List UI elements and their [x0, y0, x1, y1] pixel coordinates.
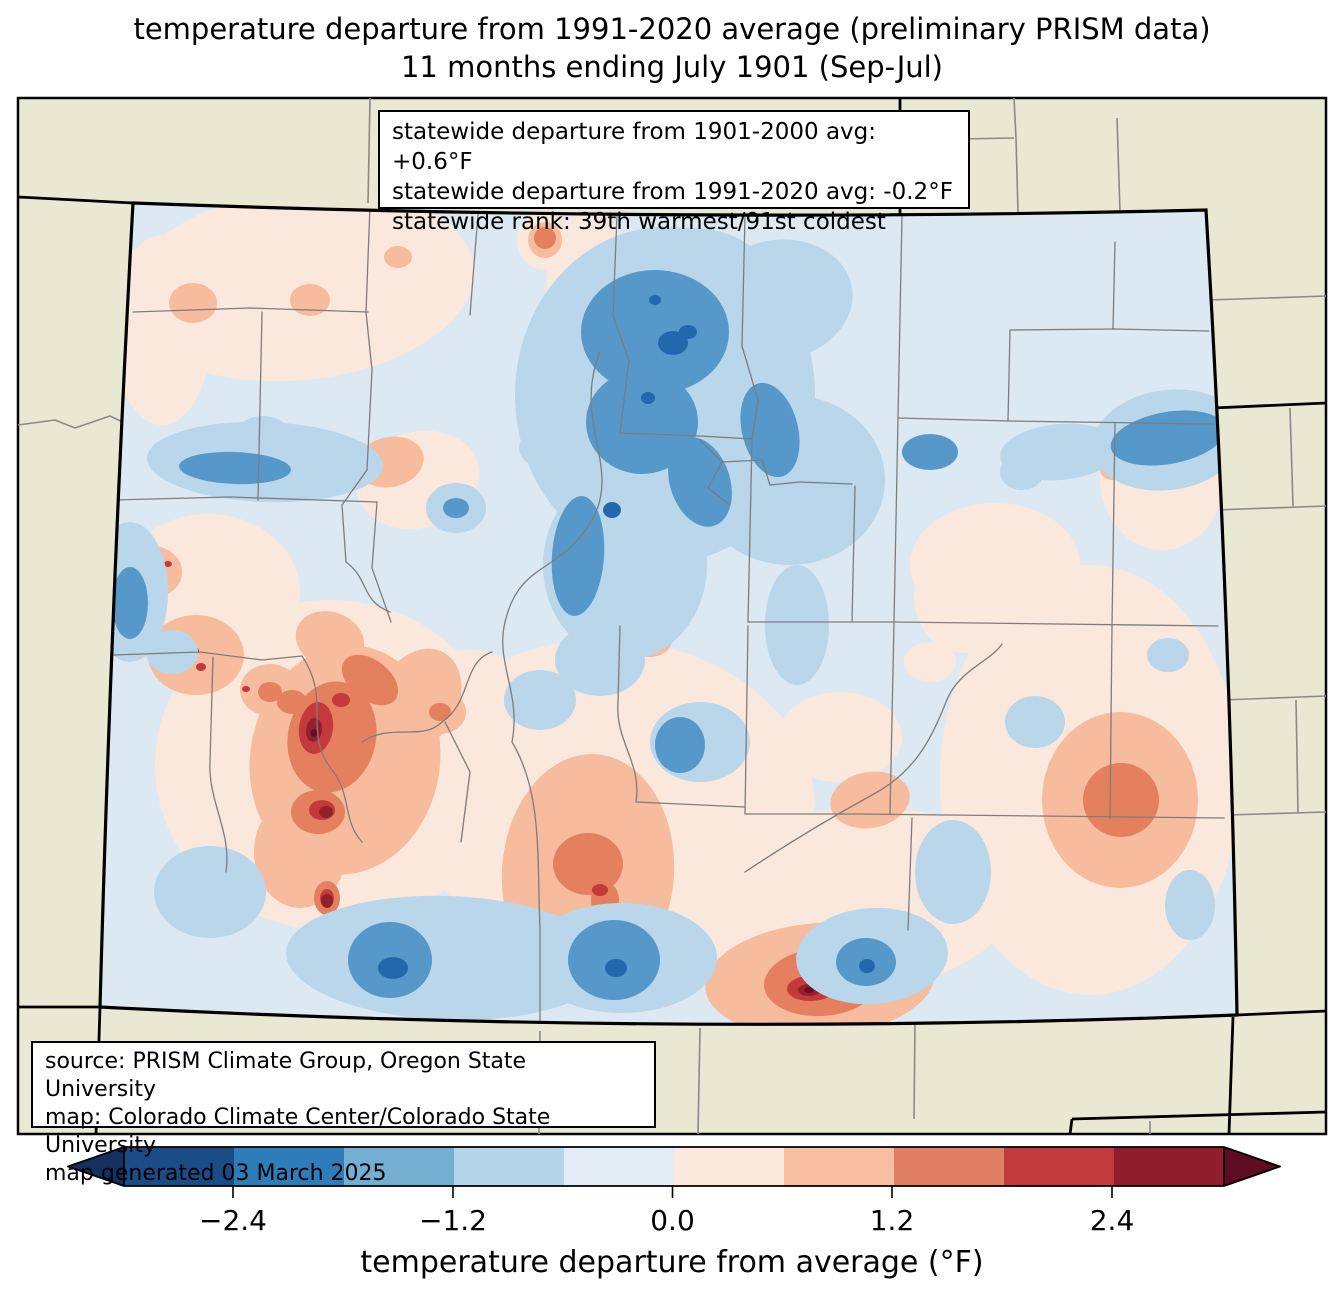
colorbar-right-arrow	[1224, 1147, 1280, 1186]
colorbar-segment	[234, 1147, 344, 1186]
source-line-2: map: Colorado Climate Center/Colorado St…	[45, 1105, 551, 1158]
colorbar-tick-labels: −2.4 −1.2 0.0 1.2 2.4	[199, 1204, 1134, 1237]
colorbar-segment	[674, 1147, 784, 1186]
source-box: source: PRISM Climate Group, Oregon Stat…	[31, 1041, 656, 1186]
colorbar-segment	[784, 1147, 894, 1186]
colorbar-segment	[344, 1147, 454, 1186]
colorbar-axis-label: temperature departure from average (°F)	[360, 1245, 983, 1280]
colorbar-segment	[1004, 1147, 1114, 1186]
tick-label: −2.4	[199, 1204, 267, 1237]
stats-line-3: statewide rank: 39th warmest/91st coldes…	[392, 209, 886, 235]
colorbar-segment	[564, 1147, 674, 1186]
colorbar-segment	[894, 1147, 1004, 1186]
colorbar: −2.4 −1.2 0.0 1.2 2.4 temperature depart…	[67, 1146, 1281, 1280]
source-line-1: source: PRISM Climate Group, Oregon Stat…	[45, 1049, 527, 1102]
colorbar-segment	[124, 1147, 234, 1186]
title-line-1: temperature departure from 1991-2020 ave…	[133, 12, 1211, 46]
anomaly-contours	[100, 203, 1237, 1025]
colorbar-left-arrow	[68, 1147, 124, 1186]
colorbar-outline	[67, 1146, 1281, 1187]
county-boundaries	[112, 204, 1225, 1025]
tick-label: 2.4	[1090, 1204, 1135, 1237]
source-line-3: map generated 03 March 2025	[45, 1161, 387, 1186]
colorbar-ticks	[232, 1186, 1113, 1198]
colorbar-segment	[1114, 1147, 1224, 1186]
figure-title: temperature departure from 1991-2020 ave…	[0, 10, 1344, 86]
colorbar-segment	[454, 1147, 564, 1186]
tick-label: −1.2	[419, 1204, 487, 1237]
tick-label: 0.0	[650, 1204, 695, 1237]
stats-box: statewide departure from 1901-2000 avg: …	[378, 110, 970, 235]
tick-label: 1.2	[870, 1204, 915, 1237]
stats-line-2: statewide departure from 1991-2020 avg: …	[392, 179, 953, 205]
stats-line-1: statewide departure from 1901-2000 avg: …	[392, 119, 876, 175]
contour-extreme-cold	[378, 295, 875, 979]
title-line-2: 11 months ending July 1901 (Sep-Jul)	[400, 50, 943, 84]
